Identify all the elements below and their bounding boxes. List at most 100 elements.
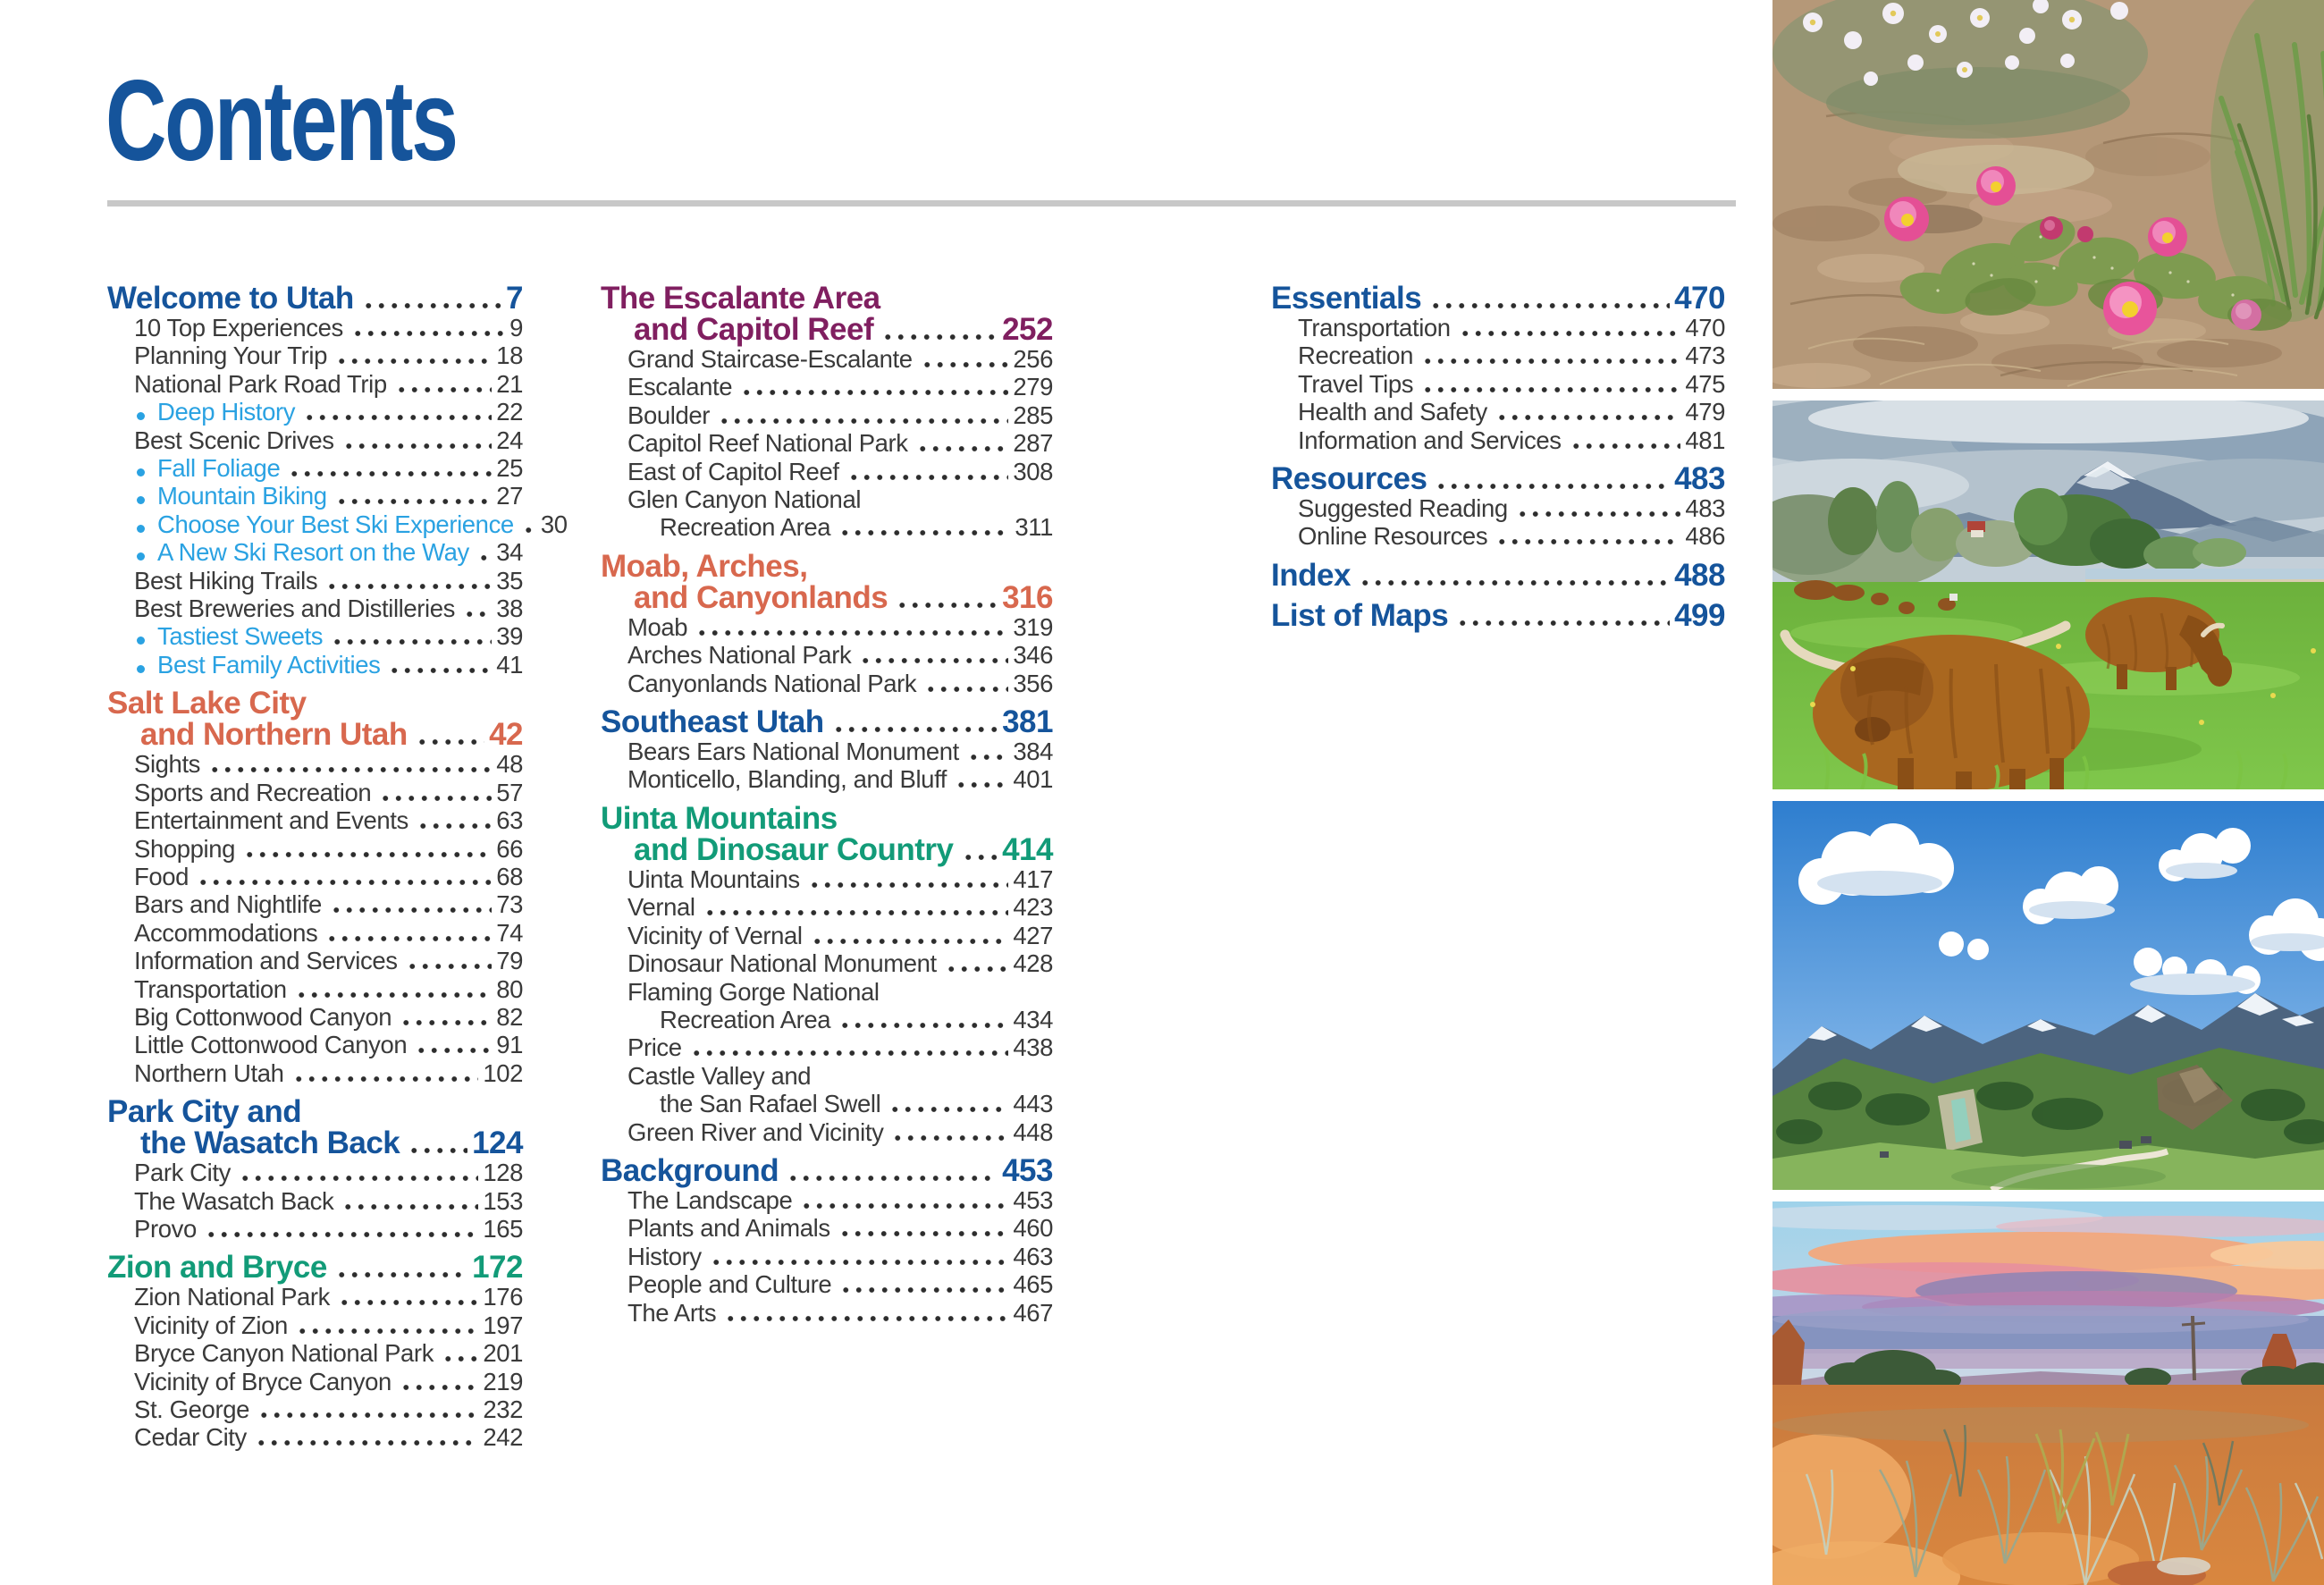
toc-entry-label: the San Rafael Swell (660, 1090, 881, 1118)
section-title: Park City and (107, 1094, 302, 1130)
toc-entry-label: Moab (627, 612, 688, 641)
section-title: The Escalante Area (601, 281, 880, 316)
dot-leader (338, 1300, 479, 1306)
toc-entry-page-number: 63 (496, 806, 523, 835)
section-title: and Canyonlands (634, 579, 888, 615)
toc-entry: Vicinity of Bryce Canyon 219 (107, 1368, 523, 1395)
section-heading-line: List of Maps 499 (1271, 600, 1725, 631)
toc-entry-label: Fall Foliage (157, 454, 281, 483)
title-divider (107, 200, 1736, 207)
section-page-number: 316 (1002, 579, 1053, 615)
section-heading-line: and Dinosaur Country 414 (601, 834, 1053, 865)
toc-entry-page-number: 453 (1013, 1185, 1053, 1214)
dot-leader (1456, 620, 1671, 626)
toc-entry-label: Monticello, Blanding, and Bluff (627, 765, 947, 794)
toc-entry-label: A New Ski Resort on the Way (157, 538, 469, 567)
toc-entry-page-number: 463 (1013, 1242, 1053, 1270)
toc-entry-page-number: 434 (1013, 1005, 1053, 1033)
toc-column-1: Welcome to Utah 7 10 Top Experiences 9 Plann… (107, 282, 568, 1452)
dot-leader (341, 443, 493, 449)
dot-leader (838, 530, 1011, 536)
toc-entry-label: Boulder (627, 400, 710, 429)
toc-section-park-city: Park City and the Wasatch Back 124 Park Cit… (107, 1096, 523, 1243)
toc-entry-page-number: 448 (1013, 1117, 1053, 1146)
toc-entry: Best Breweries and Distilleries 38 (107, 594, 523, 622)
toc-entry-label: Bars and Nightlife (134, 890, 322, 919)
toc-entry: Suggested Reading 483 (1271, 494, 1725, 522)
toc-entry-label: Northern Utah (134, 1058, 284, 1087)
toc-entry-label: Information and Services (134, 947, 398, 975)
toc-entry: Price 438 (601, 1033, 1053, 1061)
dot-leader (846, 474, 1009, 480)
toc-entry-page-number: 483 (1685, 494, 1725, 523)
section-title: Essentials (1271, 281, 1422, 316)
toc-entry-label: National Park Road Trip (134, 369, 387, 398)
toc-entry-page-number: 79 (496, 947, 523, 975)
section-heading-line: Essentials 470 (1271, 282, 1725, 314)
toc-entry-label: Best Scenic Drives (134, 426, 334, 454)
toc-entry: Capitol Reef National Park 287 (601, 429, 1053, 457)
mountain-valley-illustration (1772, 801, 2324, 1190)
section-title: Moab, Arches, (601, 548, 808, 584)
toc-entry-label: Transportation (134, 974, 287, 1003)
dot-leader (341, 1203, 479, 1210)
toc-entry-page-number: 279 (1013, 373, 1053, 401)
dot-leader (915, 446, 1009, 452)
toc-entry-label: Food (134, 862, 189, 890)
dot-leader (1429, 303, 1671, 308)
toc-entry: The Wasatch Back 153 (107, 1187, 523, 1215)
toc-entry-label: East of Capitol Reef (627, 457, 839, 485)
toc-entry: Transportation 470 (1271, 314, 1725, 341)
toc-entry: Green River and Vicinity 448 (601, 1118, 1053, 1146)
section-page-number: 488 (1674, 557, 1725, 593)
dot-leader (294, 991, 493, 998)
toc-entry: Little Cottonwood Canyon 91 (107, 1031, 523, 1058)
toc-entry-label: Little Cottonwood Canyon (134, 1031, 408, 1059)
highland-cattle-illustration (1772, 400, 2324, 789)
cactus-blossoms-illustration (1772, 0, 2324, 389)
toc-entry-page-number: 24 (496, 426, 523, 454)
toc-entry: The Landscape 453 (601, 1186, 1053, 1214)
toc-entry-label: Tastiest Sweets (157, 622, 324, 651)
toc-entry-page-number: 417 (1013, 864, 1053, 893)
toc-entry: Moab 319 (601, 613, 1053, 641)
toc-entry-label: Plants and Animals (627, 1214, 830, 1243)
section-heading-line: Park City and (107, 1096, 523, 1127)
toc-entry: St. George 232 (107, 1395, 523, 1423)
dot-leader (335, 358, 493, 365)
toc-entry: Vicinity of Zion 197 (107, 1311, 523, 1339)
toc-entry-page-number: 73 (496, 890, 523, 919)
section-title: Uinta Mountains (601, 800, 838, 836)
toc-entry-label: Provo (134, 1214, 197, 1243)
toc-entry-label: Travel Tips (1298, 369, 1414, 398)
toc-section-list-of-maps: List of Maps 499 (1271, 600, 1725, 631)
section-page-number: 483 (1674, 461, 1725, 497)
toc-entry-label: Information and Services (1298, 426, 1562, 454)
dot-leader (961, 854, 998, 860)
dot-leader (718, 417, 1009, 424)
section-heading-line: and Northern Utah 42 (107, 719, 523, 750)
toc-entry: Cedar City 242 (107, 1423, 523, 1451)
dot-leader (839, 1287, 1009, 1294)
toc-entry: Food 68 (107, 863, 523, 890)
dot-leader (325, 583, 493, 589)
toc-entry-page-number: 57 (496, 778, 523, 806)
dot-leader (703, 910, 1009, 916)
toc-entry-page-number: 311 (1015, 513, 1053, 542)
toc-entry-label: The Landscape (627, 1185, 793, 1214)
toc-entry-label: Arches National Park (627, 641, 852, 670)
toc-entry: People and Culture 465 (601, 1270, 1053, 1298)
toc-entry-label: Bryce Canyon National Park (134, 1339, 434, 1368)
toc-section-uinta-dinosaur-country: Uinta Mountains and Dinosaur Country 414 Ui… (601, 803, 1053, 1146)
section-page-number: 252 (1002, 312, 1053, 347)
toc-entry: Plants and Animals 460 (601, 1214, 1053, 1242)
dot-leader (350, 331, 506, 336)
toc-entry-page-number: 438 (1013, 1033, 1053, 1062)
toc-entry-first-line: Glen Canyon National (627, 485, 862, 514)
toc-entry-page-number: 201 (483, 1339, 523, 1368)
section-heading-line: The Escalante Area (601, 282, 1053, 314)
dot-leader (724, 1315, 1009, 1321)
toc-entry-label: Big Cottonwood Canyon (134, 1002, 392, 1031)
toc-entry-label: Best Hiking Trails (134, 566, 318, 594)
toc-entry-page-number: 91 (496, 1031, 523, 1059)
